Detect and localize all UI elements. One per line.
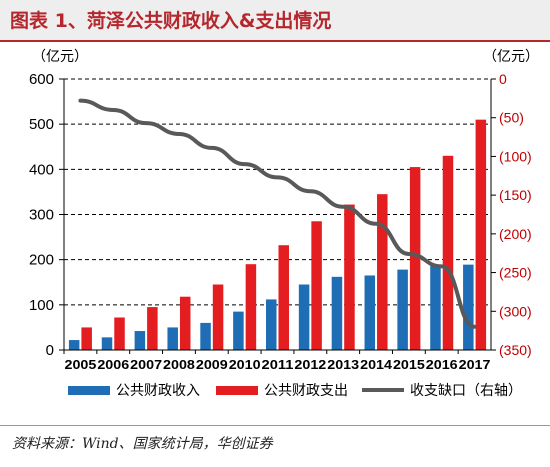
bar-revenue [233, 311, 244, 350]
x-tick-label: 2010 [229, 357, 261, 372]
bar-expenditure [442, 155, 454, 350]
right-tick-label: (250) [499, 265, 532, 281]
bar-revenue [101, 337, 113, 350]
right-tick-label: (350) [499, 342, 532, 358]
bar-revenue [331, 276, 343, 350]
chart: 0 100 200 300 400 500 600 0 (50) (100) (150) (200) (… [29, 48, 539, 398]
x-tick-label: 2013 [327, 357, 359, 372]
bar-revenue [134, 331, 146, 350]
left-tick-label: 400 [29, 161, 54, 178]
x-tick-label: 2007 [130, 357, 162, 372]
x-tick-label: 2016 [426, 357, 458, 372]
title-rule [0, 40, 550, 42]
x-tick-label: 2005 [65, 357, 97, 372]
right-tick-label: 0 [499, 71, 507, 87]
right-tick-label: (300) [499, 303, 532, 319]
bar-revenue [463, 264, 474, 350]
x-tick-label: 2008 [163, 357, 195, 372]
x-tick-label: 2014 [360, 357, 393, 372]
bar-expenditure [278, 245, 290, 350]
x-tick-label: 2012 [294, 357, 326, 372]
footer-rule [0, 425, 550, 426]
bar-expenditure [114, 317, 125, 350]
bar-expenditure [344, 204, 355, 350]
x-tick-label: 2006 [97, 357, 129, 372]
bar-revenue [265, 299, 277, 350]
x-tick-label: 2015 [393, 357, 425, 372]
source-note: 资料来源：Wind、国家统计局，华创证券 [12, 436, 273, 452]
left-tick-label: 500 [29, 116, 54, 133]
bar-expenditure [377, 194, 388, 350]
bar-revenue [397, 269, 408, 350]
right-tick-label: (50) [499, 110, 524, 126]
right-tick-label: (100) [499, 148, 532, 164]
legend-label-revenue: 公共财政收入 [116, 382, 200, 398]
left-tick-label: 200 [29, 252, 54, 269]
bar-expenditure [179, 296, 191, 350]
x-tick-label: 2017 [459, 357, 491, 372]
left-tick-label: 600 [29, 71, 54, 88]
axes: 0 100 200 300 400 500 600 0 (50) (100) (150) (200) (… [29, 48, 539, 372]
legend-swatch-expenditure [216, 386, 258, 395]
left-tick-label: 300 [29, 207, 54, 224]
x-tick-label: 2011 [262, 357, 294, 372]
legend: 公共财政收入 公共财政支出 收支缺口（右轴） [68, 382, 522, 398]
left-axis-unit: （亿元） [32, 48, 88, 64]
bar-revenue [298, 284, 310, 350]
legend-swatch-revenue [68, 386, 110, 395]
bar-revenue [200, 322, 211, 350]
bar-expenditure [81, 327, 92, 350]
bar-revenue [167, 327, 178, 350]
bar-revenue [68, 340, 80, 350]
title-bar: 图表 1、菏泽公共财政收入&支出情况 [0, 0, 550, 40]
bar-expenditure [212, 284, 224, 350]
bar-expenditure [147, 307, 158, 350]
bar-expenditure [475, 119, 487, 351]
bars [68, 119, 487, 351]
legend-label-gap: 收支缺口（右轴） [410, 382, 522, 398]
bar-expenditure [409, 167, 421, 350]
bar-expenditure [311, 221, 322, 350]
legend-label-expenditure: 公共财政支出 [264, 382, 348, 398]
bar-expenditure [245, 264, 257, 350]
grid-lines [64, 78, 491, 306]
bar-revenue [364, 275, 376, 350]
left-tick-label: 0 [46, 342, 54, 359]
right-tick-label: (200) [499, 226, 532, 242]
left-tick-label: 100 [29, 297, 54, 314]
gap-line-layer [78, 98, 477, 329]
right-tick-label: (150) [499, 187, 532, 203]
x-tick-label: 2009 [196, 357, 228, 372]
right-axis-unit: （亿元） [483, 48, 539, 64]
chart-title: 图表 1、菏泽公共财政收入&支出情况 [10, 10, 332, 32]
bar-revenue [430, 265, 441, 350]
